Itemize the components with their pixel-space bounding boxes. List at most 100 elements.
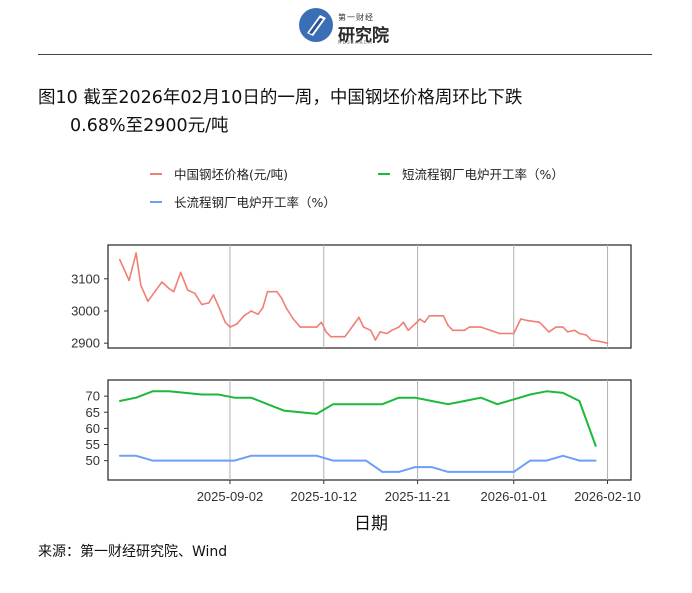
x-axis-title: 日期	[354, 514, 388, 534]
top-series-0-point-46	[402, 321, 405, 324]
logo-top-text: 第一财经	[338, 13, 374, 22]
bottom-series-0-point-4	[184, 392, 187, 394]
top-series-0-point-19	[243, 315, 245, 317]
bottom-series-1-point-13	[332, 459, 334, 462]
top-series-0-point-61	[498, 332, 501, 335]
top-series-0-point-26	[285, 307, 288, 309]
top-series-0-point-35	[344, 335, 346, 338]
top-series-0-point-45	[398, 326, 400, 328]
figure-title-line2: 0.68%至2900元/吨	[70, 116, 229, 136]
bottom-series-1-point-12	[315, 455, 318, 457]
top-series-0-point-51	[428, 315, 431, 317]
logo-main-text: 研究院	[338, 26, 389, 46]
bottom-series-0-point-19	[430, 400, 433, 402]
top-series-0-point-2	[135, 252, 137, 254]
top-series-line-0	[118, 252, 608, 344]
bottom-series-1-point-18	[414, 466, 417, 468]
bottom-series-0-point-28	[578, 400, 581, 402]
top-series-0-point-58	[468, 326, 471, 328]
top-series-0-point-57	[463, 329, 466, 332]
bottom-ytick-label-0: 50	[86, 453, 100, 468]
top-ytick-label-2: 3100	[71, 271, 100, 286]
top-series-0-point-21	[257, 313, 259, 316]
top-series-0-point-41	[374, 339, 377, 341]
bottom-ytick-label-3: 65	[86, 405, 100, 420]
top-series-0-point-36	[348, 329, 351, 332]
top-series-0-point-37	[353, 323, 356, 325]
xtick-label-0: 2025-09-02	[197, 489, 264, 504]
bottom-series-1-point-27	[562, 455, 564, 457]
top-series-0-point-63	[512, 332, 515, 335]
top-series-0-point-15	[219, 310, 222, 312]
top-series-0-point-13	[208, 302, 210, 304]
bottom-series-0-point-21	[463, 400, 466, 402]
bottom-series-0-point-17	[398, 396, 400, 399]
top-series-0-point-9	[179, 271, 182, 274]
bottom-series-1-point-1	[135, 455, 137, 457]
bottom-series-1-point-28	[578, 459, 581, 462]
top-series-0-point-7	[168, 287, 170, 290]
bottom-series-0-point-8	[250, 396, 252, 399]
bottom-series-1-point-9	[266, 455, 269, 457]
top-series-0-point-23	[266, 290, 269, 293]
bottom-series-0-point-0	[118, 400, 121, 402]
source-note: 来源：第一财经研究院、Wind	[38, 544, 228, 560]
bottom-series-0-point-24	[512, 398, 515, 401]
bottom-series-0-point-18	[414, 396, 417, 399]
bottom-series-1-point-17	[398, 471, 400, 473]
top-series-0-point-25	[280, 297, 283, 299]
top-series-0-point-49	[419, 318, 421, 320]
bottom-series-1-point-20	[447, 471, 449, 473]
bottom-series-1-point-8	[250, 455, 252, 457]
top-series-0-point-30	[315, 326, 318, 328]
xtick-label-4: 2026-02-10	[574, 489, 641, 504]
top-series-0-point-1	[128, 279, 130, 282]
top-series-0-point-67	[543, 326, 545, 328]
bottom-series-1-point-25	[529, 459, 531, 462]
top-series-0-point-4	[147, 300, 149, 303]
bottom-series-0-point-20	[447, 403, 449, 406]
bottom-ytick-label-4: 70	[86, 389, 100, 404]
top-series-0-point-56	[459, 329, 461, 332]
top-series-0-point-62	[508, 332, 510, 335]
top-series-0-point-70	[562, 326, 564, 328]
top-series-0-point-52	[435, 315, 438, 317]
xtick-label-3: 2026-01-01	[480, 489, 547, 504]
top-series-0-point-47	[407, 329, 410, 332]
top-series-0-point-42	[379, 331, 381, 333]
top-series-0-point-0	[118, 258, 121, 261]
top-series-0-point-73	[578, 332, 581, 335]
top-series-0-point-50	[423, 321, 426, 324]
top-series-0-point-14	[212, 294, 215, 296]
top-series-0-point-17	[229, 326, 231, 328]
bottom-series-0-point-12	[315, 413, 318, 415]
top-series-0-point-18	[236, 323, 238, 325]
bottom-series-1-point-14	[348, 459, 351, 462]
top-series-0-point-29	[308, 326, 311, 328]
bottom-series-1-point-22	[480, 471, 482, 473]
top-panel-frame	[107, 244, 632, 349]
bottom-series-1-point-10	[283, 455, 285, 457]
top-series-0-point-44	[391, 329, 393, 332]
bottom-series-1-point-2	[151, 459, 154, 462]
top-series-0-point-40	[369, 329, 372, 332]
bottom-series-0-point-9	[266, 403, 269, 406]
bottom-series-0-point-5	[201, 393, 203, 396]
bottom-series-1-point-3	[168, 459, 170, 462]
top-series-0-point-53	[442, 315, 445, 317]
bottom-series-0-point-14	[348, 403, 351, 406]
bottom-series-1-point-7	[233, 459, 236, 462]
top-series-0-point-8	[172, 290, 175, 293]
top-series-0-point-71	[566, 331, 569, 333]
top-series-0-point-11	[194, 292, 196, 295]
bottom-series-1-point-29	[595, 459, 597, 462]
top-series-0-point-27	[292, 318, 295, 320]
bottom-series-0-point-26	[545, 390, 548, 393]
logo-mark-icon	[299, 8, 333, 42]
top-series-0-point-65	[527, 319, 529, 322]
top-series-0-point-10	[186, 289, 189, 291]
bottom-series-1-point-5	[201, 459, 203, 462]
bottom-series-line-0	[119, 390, 597, 447]
top-series-0-point-32	[325, 331, 327, 333]
top-series-0-point-12	[201, 303, 203, 306]
